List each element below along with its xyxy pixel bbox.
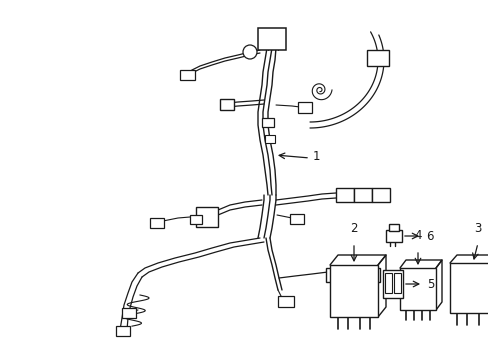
Bar	[384, 273, 391, 293]
Text: 5: 5	[426, 278, 433, 291]
Circle shape	[243, 45, 257, 59]
Text: 2: 2	[349, 222, 357, 235]
Bar	[190, 215, 202, 224]
Text: 6: 6	[425, 230, 433, 243]
Bar	[371, 188, 389, 202]
Bar	[264, 135, 274, 143]
Bar	[180, 70, 195, 80]
Bar	[150, 218, 163, 228]
Bar	[399, 268, 435, 310]
Bar	[361, 268, 379, 282]
Bar	[122, 308, 136, 318]
Bar	[335, 188, 353, 202]
Bar	[366, 50, 388, 66]
Bar	[393, 273, 400, 293]
Bar	[116, 326, 130, 336]
Bar	[388, 224, 398, 231]
Bar	[385, 230, 401, 242]
Bar	[278, 296, 293, 307]
Bar	[382, 270, 402, 298]
Bar	[329, 265, 377, 317]
Bar	[289, 214, 304, 224]
Text: 3: 3	[473, 222, 481, 235]
Text: 4: 4	[413, 229, 421, 242]
Bar	[262, 118, 273, 127]
Text: 1: 1	[312, 150, 320, 163]
Bar	[325, 268, 343, 282]
Bar	[353, 188, 371, 202]
Bar	[297, 102, 311, 113]
Bar	[449, 263, 488, 313]
Bar	[196, 207, 218, 227]
Bar	[220, 99, 234, 110]
Bar	[258, 28, 285, 50]
Bar	[343, 268, 361, 282]
